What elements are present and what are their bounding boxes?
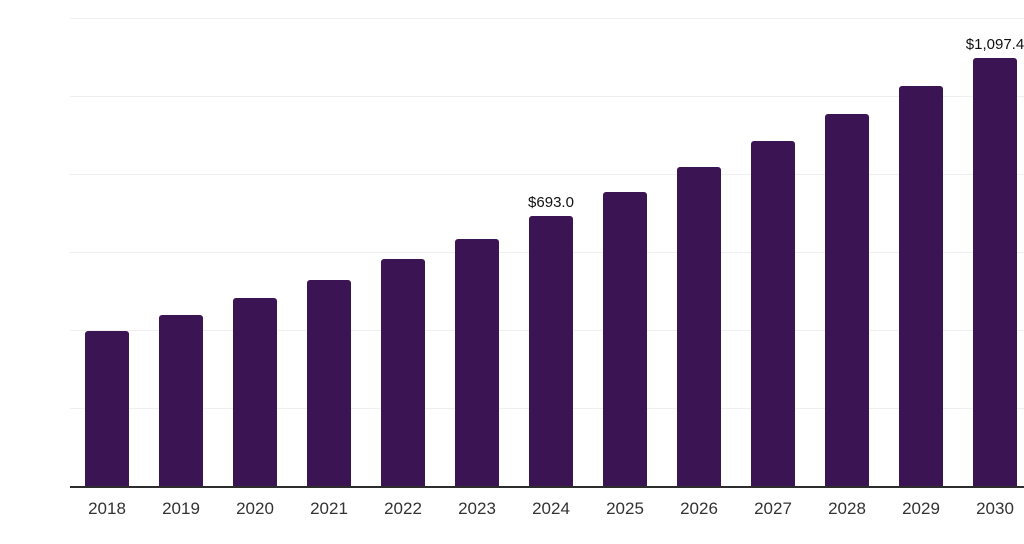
bar-2028 — [825, 114, 869, 486]
gridline — [70, 96, 1024, 97]
data-label-2030: $1,097.4 — [965, 36, 1024, 53]
bar-2020 — [233, 298, 277, 486]
gridline — [70, 18, 1024, 19]
x-tick-label-2024: 2024 — [532, 499, 570, 518]
bar-2026 — [677, 167, 721, 486]
bar-2023 — [455, 238, 499, 486]
x-tick-label-2025: 2025 — [606, 499, 644, 518]
x-tick-label-2030: 2030 — [976, 499, 1014, 518]
bar-2025 — [603, 191, 647, 486]
bar-2021 — [307, 279, 351, 486]
x-tick-label-2020: 2020 — [236, 499, 274, 518]
bar-chart: 2018 2019 2020 2021 2022 2023 2024 $693.0 2025 20… — [40, 16, 1024, 528]
bar-2018 — [85, 330, 129, 486]
x-tick-label-2018: 2018 — [88, 499, 126, 518]
x-tick-label-2023: 2023 — [458, 499, 496, 518]
x-tick-label-2022: 2022 — [384, 499, 422, 518]
x-tick-label-2026: 2026 — [680, 499, 718, 518]
gridline — [70, 174, 1024, 175]
x-axis-line — [70, 486, 1024, 488]
x-tick-label-2019: 2019 — [162, 499, 200, 518]
x-tick-label-2028: 2028 — [828, 499, 866, 518]
bar-2030 — [973, 58, 1017, 486]
data-label-2024: $693.0 — [528, 193, 574, 211]
x-tick-label-2027: 2027 — [754, 499, 792, 518]
bar-2029 — [899, 86, 943, 486]
x-tick-label-2029: 2029 — [902, 499, 940, 518]
bar-2027 — [751, 141, 795, 486]
bar-2019 — [159, 315, 203, 486]
bar-2024 — [529, 215, 573, 486]
bar-2022 — [381, 259, 425, 486]
x-tick-label-2021: 2021 — [310, 499, 348, 518]
